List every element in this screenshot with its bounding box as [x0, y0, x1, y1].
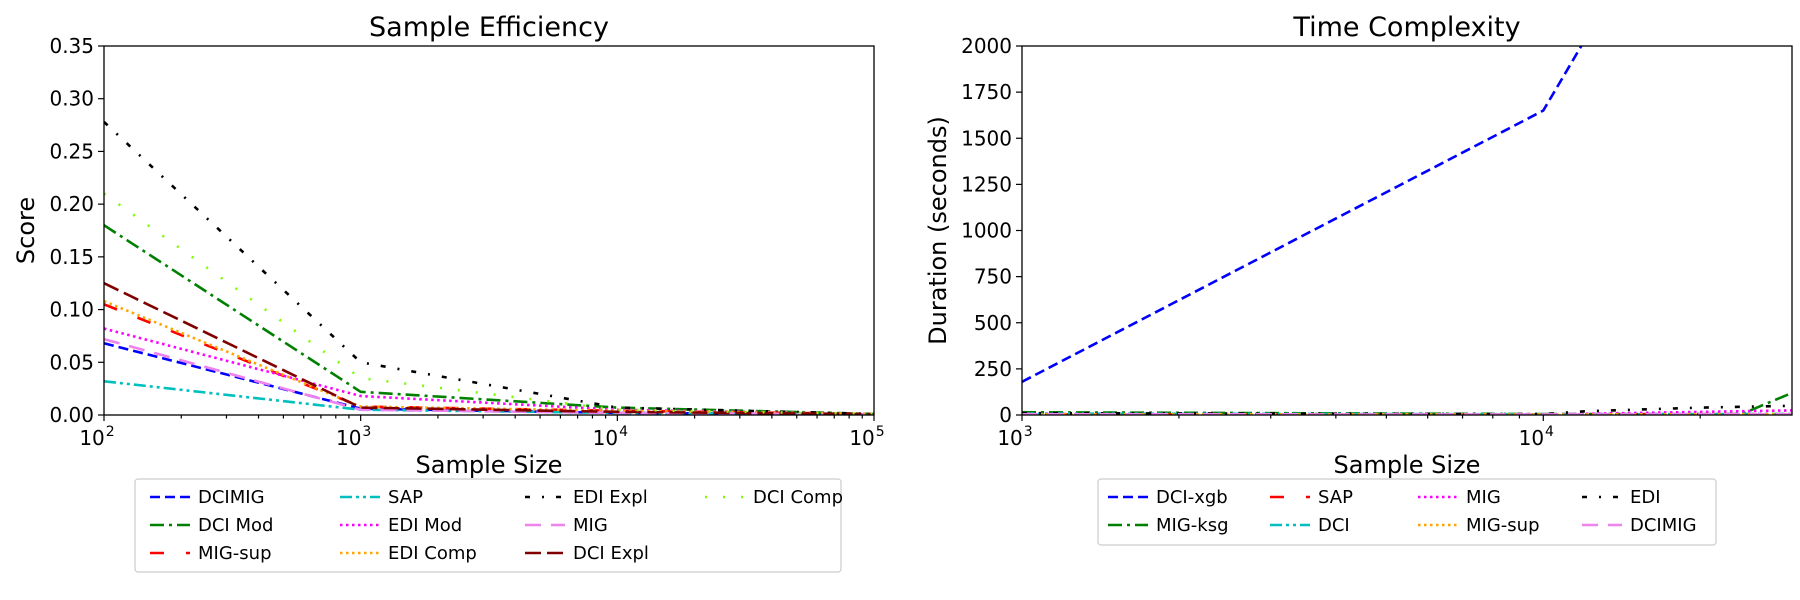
series-lines — [1022, 46, 1792, 415]
x-tick-label: 103 — [997, 424, 1032, 450]
y-tick-label: 0.25 — [49, 139, 94, 163]
legend-item-sap: SAP — [340, 487, 423, 508]
y-tick-label: 1000 — [961, 219, 1012, 243]
y-tick-label: 2000 — [961, 34, 1012, 58]
y-tick-label: 0.10 — [49, 298, 94, 322]
legend-label: MIG — [573, 515, 608, 536]
series-line-sap — [104, 379, 874, 415]
series-line-dci-mod — [104, 224, 874, 415]
legend-item-dci-xgb: DCI-xgb — [1108, 487, 1228, 508]
y-tick-label: 1250 — [961, 172, 1012, 196]
chart-title: Sample Efficiency — [369, 12, 609, 43]
legend-item-edi: EDI — [1582, 487, 1661, 508]
series-lines — [104, 120, 874, 415]
legend-item-mig: MIG — [525, 515, 608, 536]
y-tick-label: 0.00 — [49, 403, 94, 427]
legend-label: MIG-sup — [198, 543, 272, 564]
legend-item-dci-expl: DCI Expl — [525, 543, 649, 564]
legend-label: MIG-ksg — [1156, 515, 1229, 536]
legend-label: EDI Comp — [388, 543, 477, 564]
x-tick-label: 104 — [593, 424, 628, 450]
legend-item-dci-comp: DCI Comp — [705, 487, 843, 508]
legend-label: DCI-xgb — [1156, 487, 1228, 508]
legend-item-dcimig: DCIMIG — [1582, 515, 1697, 536]
legend-item-edi-mod: EDI Mod — [340, 515, 462, 536]
y-tick-label: 500 — [974, 311, 1012, 335]
legend-item-mig-ksg: MIG-ksg — [1108, 515, 1229, 536]
chart-panel-1: 0.00 0.05 0.10 0.15 0.20 0.25 0.30 0.35 102 103 10… — [12, 12, 885, 573]
chart-title: Time Complexity — [1292, 12, 1520, 43]
series-line-dci-xgb — [1022, 46, 1583, 383]
chart-panel-2: 0 250 500 750 1000 1250 1500 1750 2000 103 104 Time… — [924, 12, 1793, 546]
series-line-mig-ksg — [1022, 391, 1792, 415]
x-axis-label: Sample Size — [1334, 451, 1481, 479]
y-tick-label: 0.05 — [49, 350, 94, 374]
legend-label: DCI Comp — [753, 487, 843, 508]
legend-item-edi-expl: EDI Expl — [525, 487, 648, 508]
legend-label: EDI — [1630, 487, 1661, 508]
series-line-edi-comp — [104, 299, 874, 415]
legend-item-dci: DCI — [1270, 515, 1350, 536]
x-tick-label: 105 — [849, 424, 884, 450]
series-line-dci-comp — [104, 192, 874, 415]
legend-item-mig-sup: MIG-sup — [1418, 515, 1540, 536]
legend: DCIMIG DCI Mod MIG-sup SAP EDI Mod EDI Comp ED… — [134, 478, 843, 573]
y-tick-label: 0.35 — [49, 34, 94, 58]
legend-label: EDI Expl — [573, 487, 648, 508]
series-line-mig-sup — [104, 303, 874, 415]
legend-label: SAP — [1318, 487, 1353, 508]
y-axis-label: Duration (seconds) — [924, 116, 952, 345]
legend-label: MIG — [1466, 487, 1501, 508]
legend-box — [134, 478, 842, 573]
legend-item-sap: SAP — [1270, 487, 1353, 508]
x-tick-label: 102 — [79, 424, 114, 450]
legend-label: DCI Expl — [573, 543, 649, 564]
y-axis-label: Score — [12, 197, 40, 264]
legend-label: EDI Mod — [388, 515, 462, 536]
legend-item-mig: MIG — [1418, 487, 1501, 508]
legend-item-dci-mod: DCI Mod — [150, 515, 273, 536]
legend-label: DCI — [1318, 515, 1350, 536]
plot-frame — [103, 45, 875, 416]
y-tick-label: 0.20 — [49, 192, 94, 216]
y-tick-label: 1500 — [961, 126, 1012, 150]
legend-item-edi-comp: EDI Comp — [340, 543, 477, 564]
legend-box — [1097, 478, 1717, 546]
legend-label: SAP — [388, 487, 423, 508]
legend-label: DCIMIG — [198, 487, 265, 508]
y-tick-label: 750 — [974, 265, 1012, 289]
series-line-dci-expl — [104, 282, 874, 415]
legend-label: DCIMIG — [1630, 515, 1697, 536]
y-tick-label: 0.15 — [49, 245, 94, 269]
series-line-mig — [104, 337, 874, 415]
x-tick-label: 103 — [336, 424, 371, 450]
series-line-edi-mod — [104, 327, 874, 415]
series-line-edi — [1022, 404, 1792, 415]
y-tick-label: 250 — [974, 357, 1012, 381]
y-tick-label: 0 — [999, 403, 1012, 427]
legend-item-dcimig: DCIMIG — [150, 487, 265, 508]
legend-label: DCI Mod — [198, 515, 273, 536]
y-tick-label: 0.30 — [49, 87, 94, 111]
plot-frame — [1021, 45, 1793, 416]
legend-label: MIG-sup — [1466, 515, 1540, 536]
x-axis-label: Sample Size — [416, 451, 563, 479]
x-tick-label: 104 — [1519, 424, 1554, 450]
series-line-dcimig — [104, 342, 874, 415]
legend-item-mig-sup: MIG-sup — [150, 543, 272, 564]
y-tick-label: 1750 — [961, 80, 1012, 104]
